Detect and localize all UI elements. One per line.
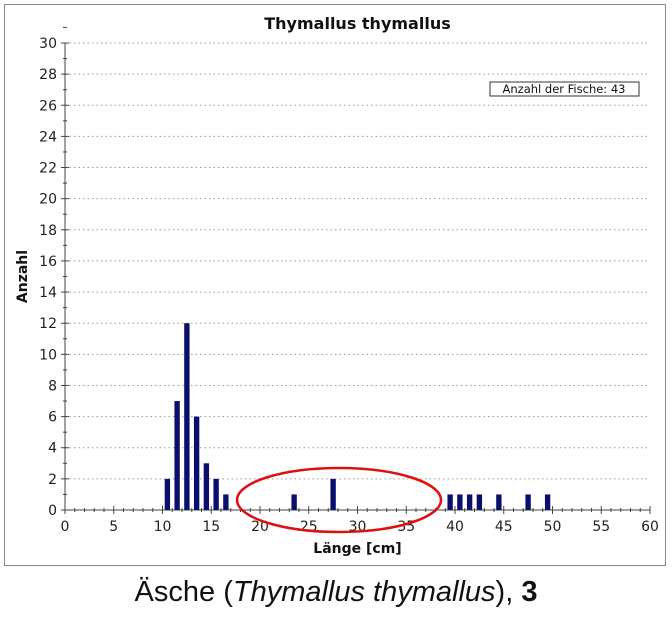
y-tick-label: 12: [39, 316, 57, 332]
bar: [466, 494, 473, 510]
x-tick-label: 10: [154, 519, 172, 535]
x-tick-label: 0: [61, 519, 70, 535]
y-tick-label: 14: [39, 285, 57, 301]
y-axis-label: Anzahl: [15, 250, 31, 303]
annotation-text: Anzahl der Fische: 43: [503, 82, 626, 96]
bar: [291, 494, 297, 510]
x-tick-label: 15: [202, 519, 220, 535]
y-tick-label: 30: [39, 36, 57, 52]
x-tick-label: 60: [641, 519, 659, 535]
bar: [174, 401, 180, 510]
bar: [203, 463, 210, 510]
bar: [193, 416, 200, 510]
y-tick-label: 18: [39, 223, 57, 239]
x-tick-label: 50: [544, 519, 562, 535]
bar: [164, 478, 171, 510]
bar: [330, 478, 336, 510]
y-tick-label: 26: [39, 98, 57, 114]
annotation-box: [489, 81, 640, 97]
y-tick-label: 0: [48, 503, 57, 519]
figure-caption: Äsche (Thymallus thymallus), 3: [0, 576, 672, 609]
x-tick-label: 25: [300, 519, 318, 535]
x-tick-label: 40: [446, 519, 464, 535]
y-tick-label: 2: [48, 472, 57, 488]
bar: [223, 494, 229, 510]
y-tick-label: 16: [39, 254, 57, 270]
y-tick-label: 28: [39, 67, 57, 83]
y-tick-label: 22: [39, 161, 57, 177]
bar: [476, 494, 483, 510]
caption-species: Thymallus thymallus: [232, 576, 496, 608]
x-tick-label: 45: [495, 519, 513, 535]
plot-area: [65, 43, 650, 510]
bar: [447, 494, 453, 510]
caption-number: 3: [521, 576, 538, 608]
x-axis-label: Länge [cm]: [313, 541, 401, 557]
y-tick-label: 8: [48, 378, 57, 394]
bar: [525, 494, 531, 510]
highlight-ellipse: [235, 466, 443, 534]
bar: [184, 323, 190, 510]
bar: [496, 494, 502, 510]
y-tick-label: 20: [39, 192, 57, 208]
x-tick-label: 5: [109, 519, 118, 535]
bar: [544, 494, 551, 510]
caption-suffix: ),: [495, 576, 522, 608]
y-tick-label: 4: [48, 441, 57, 457]
chart-title: Thymallus thymallus: [264, 14, 450, 33]
y-tick-label: 10: [39, 347, 57, 363]
bar: [457, 494, 463, 510]
y-tick-label: 6: [48, 410, 57, 426]
x-tick-label: 55: [592, 519, 610, 535]
y-tick-label: 24: [39, 129, 57, 145]
bar: [213, 478, 219, 510]
caption-prefix: Äsche (: [134, 576, 233, 608]
